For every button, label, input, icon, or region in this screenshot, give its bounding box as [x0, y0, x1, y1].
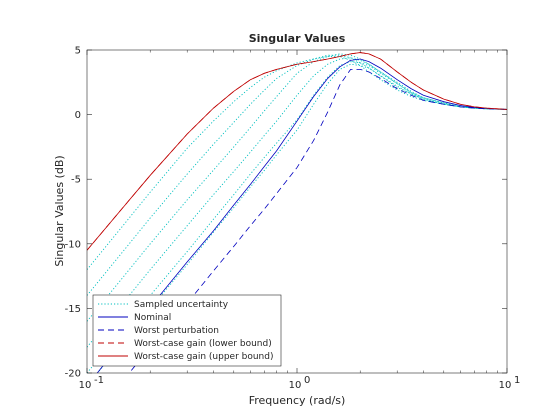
legend: Sampled uncertainty Nominal Worst perturba… — [92, 294, 282, 367]
y-tick-label-1: 0 — [75, 110, 81, 121]
legend-label-4: Worst-case gain (upper bound) — [134, 352, 273, 362]
series-line-1 — [96, 58, 507, 373]
x-axis-label: Frequency (rad/s) — [249, 394, 346, 407]
series-line-0-sample-5 — [96, 63, 507, 373]
y-tick-label-2: -5 — [71, 175, 81, 186]
series-line-0-sample-4 — [87, 61, 507, 373]
x-tick-exponent-1: 0 — [304, 375, 310, 386]
legend-label-3: Worst-case gain (lower bound) — [134, 339, 272, 349]
series-line-4 — [87, 52, 507, 251]
series-line-2 — [128, 68, 507, 373]
legend-label-1: Nominal — [134, 313, 171, 323]
legend-label-0: Sampled uncertainty — [134, 300, 229, 310]
y-tick-label-4: -15 — [65, 304, 81, 315]
x-tick-label-1: 10 — [289, 380, 302, 391]
ticks-layer: 10 -1 10 0 10 150-5-10-15-20 — [65, 46, 521, 392]
chart-title: Singular Values — [249, 32, 346, 45]
x-tick-exponent-0: -1 — [94, 375, 104, 386]
x-tick-label-2: 10 — [499, 380, 512, 391]
series-layer — [87, 52, 507, 373]
legend-box — [92, 294, 282, 367]
y-axis-label: Singular Values (dB) — [53, 155, 66, 266]
x-tick-label-0: 10 — [79, 380, 92, 391]
y-tick-label-0: 5 — [75, 46, 81, 57]
y-tick-label-3: -10 — [65, 239, 81, 250]
legend-label-2: Worst perturbation — [134, 326, 219, 336]
y-tick-label-5: -20 — [65, 369, 81, 380]
x-tick-exponent-2: 1 — [514, 375, 520, 386]
